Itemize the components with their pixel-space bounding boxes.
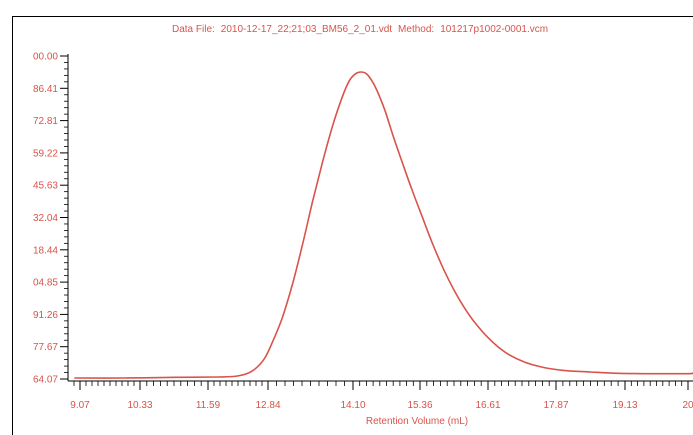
x-tick-label: 14.10	[340, 400, 365, 411]
y-tick-label: 86.41	[33, 84, 58, 95]
method-value: 101217p1002-0001.vcm	[440, 24, 549, 35]
x-tick-label: 15.36	[407, 400, 432, 411]
x-tick-label: 9.07	[70, 400, 90, 411]
plot-area	[74, 71, 693, 379]
x-tick-label: 10.33	[127, 400, 152, 411]
y-tick-label: 72.81	[33, 116, 58, 127]
y-tick-label: 64.07	[33, 375, 58, 386]
x-tick-label: 19.13	[612, 400, 637, 411]
chart-header: Data File: 2010-12-17_22;21;03_BM56_2_01.…	[172, 24, 554, 35]
y-tick-label: 59.22	[33, 148, 58, 159]
y-tick-label: 45.63	[33, 181, 58, 192]
y-tick-label: 32.04	[33, 213, 58, 224]
data-file-label: Data File:	[172, 24, 215, 35]
y-tick-label: 04.85	[33, 278, 58, 289]
y-tick-label: 77.67	[33, 342, 58, 353]
y-tick-label: 00.00	[33, 52, 58, 63]
series-line	[74, 71, 693, 379]
x-tick-label: 11.59	[196, 400, 221, 411]
x-tick-label: 20	[682, 400, 693, 411]
x-axis: 9.07 10.33 11.59 12.84 14.10 15.36 16.61 17.87 1…	[68, 380, 693, 411]
data-file-value: 2010-12-17_22;21;03_BM56_2_01.vdt	[220, 24, 393, 35]
x-tick-label: 12.84	[255, 400, 280, 411]
x-axis-title: Retention Volume (mL)	[366, 416, 468, 427]
y-tick-label: 91.26	[33, 310, 58, 321]
method-label: Method:	[398, 24, 435, 35]
y-tick-label: 18.44	[33, 245, 58, 256]
x-tick-label: 16.61	[475, 400, 500, 411]
y-axis: 00.00 86.41 72.81 59.22 45.63 32.04 18.44 04.85…	[33, 52, 69, 386]
chart-frame	[12, 16, 693, 435]
x-tick-label: 17.87	[543, 400, 568, 411]
